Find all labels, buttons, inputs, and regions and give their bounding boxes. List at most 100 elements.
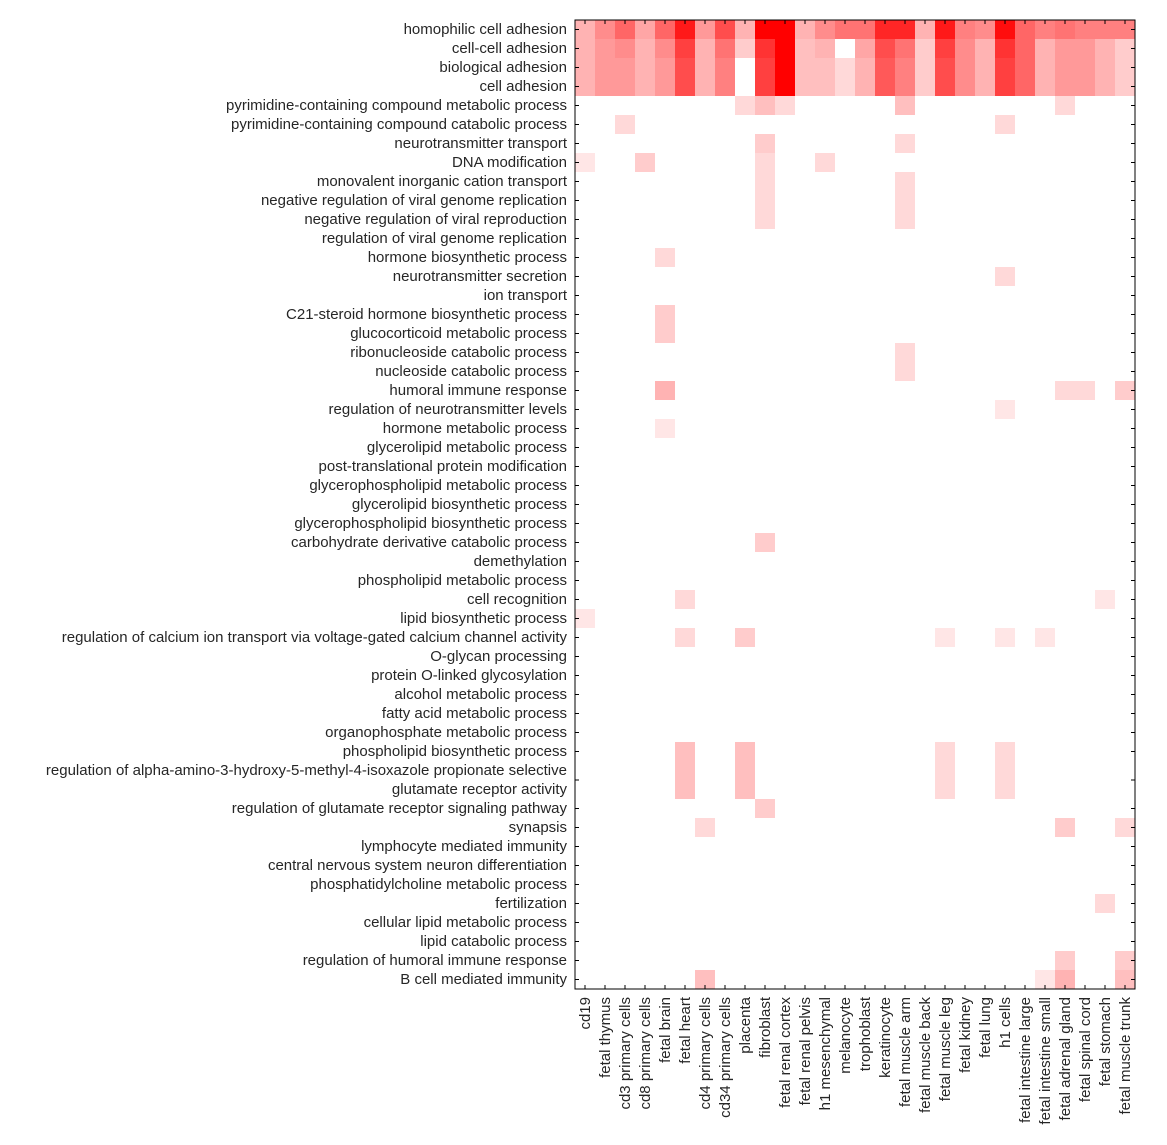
heatmap-cell	[675, 20, 696, 40]
heatmap-cell	[795, 58, 816, 78]
heatmap-cell	[1115, 324, 1136, 344]
heatmap-cell	[855, 837, 876, 857]
heatmap-cell	[1055, 609, 1076, 629]
heatmap-cell	[935, 362, 956, 382]
heatmap-cell	[915, 476, 936, 496]
heatmap-cell	[1095, 39, 1116, 59]
heatmap-cell	[835, 875, 856, 895]
heatmap-cell	[935, 856, 956, 876]
heatmap-cell	[895, 381, 916, 401]
heatmap-cell	[715, 685, 736, 705]
heatmap-cell	[855, 818, 876, 838]
heatmap-cell	[875, 210, 896, 230]
heatmap-cell	[895, 96, 916, 116]
heatmap-cell	[1035, 742, 1056, 762]
heatmap-cell	[615, 647, 636, 667]
heatmap-cell	[755, 609, 776, 629]
row-label-line: glycerolipid metabolic process	[367, 439, 567, 456]
heatmap-cell	[915, 913, 936, 933]
heatmap-cell	[715, 438, 736, 458]
heatmap-cell	[655, 609, 676, 629]
heatmap-cell	[875, 818, 896, 838]
heatmap-cell	[995, 457, 1016, 477]
heatmap-cell	[875, 362, 896, 382]
heatmap-cell	[595, 172, 616, 192]
heatmap-cell	[795, 875, 816, 895]
heatmap-cell	[1055, 704, 1076, 724]
heatmap-cell	[715, 799, 736, 819]
heatmap-cell	[795, 438, 816, 458]
column-label: fetal brain	[657, 997, 674, 1063]
heatmap-cell	[735, 210, 756, 230]
heatmap-cell	[575, 666, 596, 686]
heatmap-cell	[855, 685, 876, 705]
heatmap-cell	[695, 153, 716, 173]
heatmap-cell	[775, 210, 796, 230]
heatmap-cell	[595, 609, 616, 629]
heatmap-cell	[615, 210, 636, 230]
heatmap-cell	[755, 229, 776, 249]
heatmap-cell	[695, 324, 716, 344]
heatmap-cell	[875, 590, 896, 610]
heatmap-cell	[615, 191, 636, 211]
heatmap-cell	[635, 77, 656, 97]
heatmap-cell	[715, 172, 736, 192]
heatmap-cell	[975, 438, 996, 458]
heatmap-cell	[995, 875, 1016, 895]
heatmap-cell	[955, 400, 976, 420]
heatmap-cell	[1095, 134, 1116, 154]
heatmap-cell	[915, 647, 936, 667]
heatmap-cell	[955, 267, 976, 287]
heatmap-cell	[715, 419, 736, 439]
heatmap-cell	[935, 115, 956, 135]
heatmap-cell	[1115, 153, 1136, 173]
heatmap-cell	[935, 248, 956, 268]
heatmap-cell	[675, 837, 696, 857]
heatmap-cell	[935, 58, 956, 78]
heatmap-cell	[655, 704, 676, 724]
heatmap-cell	[775, 514, 796, 534]
heatmap-cell	[1075, 134, 1096, 154]
heatmap-cell	[615, 77, 636, 97]
heatmap-cell	[915, 77, 936, 97]
heatmap-cell	[615, 343, 636, 363]
heatmap-cell	[695, 590, 716, 610]
heatmap-cell	[795, 115, 816, 135]
heatmap-cell	[615, 96, 636, 116]
heatmap-cell	[1075, 419, 1096, 439]
heatmap-cell	[755, 210, 776, 230]
heatmap-cell	[815, 115, 836, 135]
heatmap-cell	[675, 115, 696, 135]
heatmap-cell	[755, 96, 776, 116]
heatmap-cell	[615, 932, 636, 952]
heatmap-cell	[975, 495, 996, 515]
heatmap-cell	[755, 400, 776, 420]
heatmap-cell	[655, 115, 676, 135]
heatmap-cell	[1035, 476, 1056, 496]
heatmap-cell	[955, 229, 976, 249]
column-label: fetal muscle leg	[937, 997, 954, 1101]
heatmap-cell	[895, 894, 916, 914]
heatmap-cell	[775, 419, 796, 439]
heatmap-cell	[775, 837, 796, 857]
heatmap-cell	[695, 134, 716, 154]
heatmap-cell	[755, 742, 776, 762]
heatmap-cell	[955, 305, 976, 325]
heatmap-cell	[935, 96, 956, 116]
heatmap-cell	[575, 134, 596, 154]
heatmap-cell	[935, 533, 956, 553]
heatmap-cell	[755, 324, 776, 344]
heatmap-cell	[775, 191, 796, 211]
row-label-line: C21-steroid hormone biosynthetic process	[286, 306, 567, 323]
heatmap-cell	[1015, 96, 1036, 116]
heatmap-cell	[1095, 723, 1116, 743]
heatmap-cell	[655, 723, 676, 743]
heatmap-cell	[1015, 951, 1036, 971]
heatmap-cell	[915, 210, 936, 230]
heatmap-cell	[875, 913, 896, 933]
heatmap-cell	[1095, 96, 1116, 116]
heatmap-cell	[1115, 172, 1136, 192]
heatmap-cell	[955, 913, 976, 933]
heatmap-cell	[1075, 305, 1096, 325]
row-label: glucocorticoid metabolic process	[350, 325, 567, 342]
